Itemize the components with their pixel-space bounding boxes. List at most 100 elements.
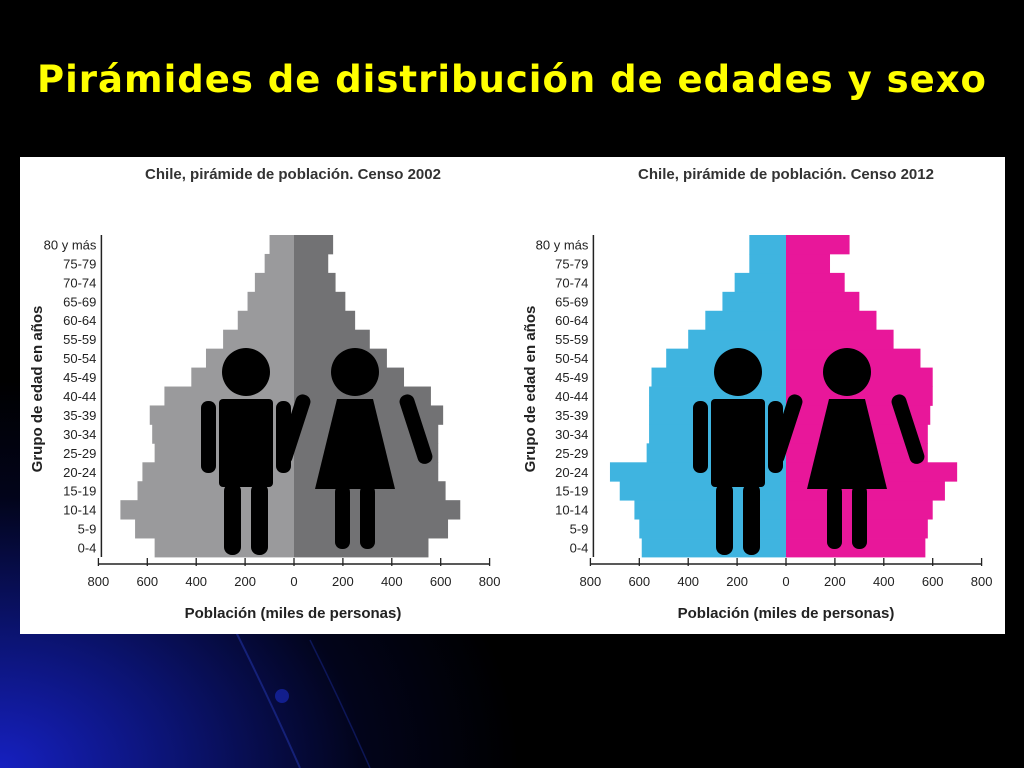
age-label-2002: 5-9 xyxy=(78,522,97,537)
x-tick-label-2002: 400 xyxy=(381,574,403,589)
x-tick-label-2002: 0 xyxy=(290,574,297,589)
age-label-2002: 70-74 xyxy=(63,275,96,290)
bar-right-2002-80 y más xyxy=(294,235,334,255)
bar-right-2012-70-74 xyxy=(786,272,845,293)
age-label-2012: 35-39 xyxy=(555,408,588,423)
x-tick-label-2002: 400 xyxy=(185,574,207,589)
pyramid-chart-2002: Chile, pirámide de población. Censo 2002… xyxy=(29,166,500,622)
bar-right-2002-10-14 xyxy=(294,500,461,520)
bar-right-2012-60-64 xyxy=(786,310,877,331)
female-figure-icon xyxy=(769,348,925,549)
female-figure-icon xyxy=(277,348,433,549)
bar-right-2012-55-59 xyxy=(786,329,894,350)
x-tick-label-2012: 400 xyxy=(873,574,895,589)
x-tick-label-2012: 800 xyxy=(971,574,993,589)
x-tick-label-2012: 0 xyxy=(782,574,789,589)
figures-2002 xyxy=(201,348,433,555)
age-label-2002: 30-34 xyxy=(63,427,96,442)
age-label-2002: 65-69 xyxy=(63,294,96,309)
bar-right-2002-65-69 xyxy=(294,291,346,312)
x-tick-label-2012: 200 xyxy=(726,574,748,589)
bar-left-2012-10-14 xyxy=(634,500,786,520)
x-axis-2012: 800 600 400 200 0 200 400 600 800 xyxy=(580,235,993,589)
age-label-2002: 55-59 xyxy=(63,332,96,347)
age-label-2002: 80 y más xyxy=(44,237,97,252)
age-label-2002: 25-29 xyxy=(63,446,96,461)
pyramid-chart-2012: Chile, pirámide de población. Censo 2012… xyxy=(522,166,992,622)
bar-left-2012-70-74 xyxy=(734,272,786,293)
bar-left-2002-5-9 xyxy=(135,519,294,539)
x-tick-label-2012: 400 xyxy=(677,574,699,589)
bar-right-2002-70-74 xyxy=(294,272,336,293)
age-label-2012: 65-69 xyxy=(555,294,588,309)
age-label-2012: 75-79 xyxy=(555,256,588,271)
figures-2012 xyxy=(693,348,925,555)
x-tick-label-2012: 800 xyxy=(580,574,602,589)
age-label-2012: 25-29 xyxy=(555,446,588,461)
bar-left-2002-55-59 xyxy=(223,329,294,350)
x-tick-label-2002: 200 xyxy=(234,574,256,589)
bar-left-2002-80 y más xyxy=(269,235,294,255)
age-label-2002: 0-4 xyxy=(78,541,97,556)
age-label-2012: 50-54 xyxy=(555,351,588,366)
age-label-2012: 45-49 xyxy=(555,370,588,385)
pyramids-panel: Chile, pirámide de población. Censo 2002… xyxy=(20,157,1005,634)
x-tick-label-2012: 600 xyxy=(922,574,944,589)
bar-left-2012-75-79 xyxy=(749,253,786,274)
slide-title: Pirámides de distribución de edades y se… xyxy=(37,58,987,101)
age-label-2012: 20-24 xyxy=(555,465,588,480)
age-label-2002: 45-49 xyxy=(63,370,96,385)
bar-left-2012-55-59 xyxy=(688,329,786,350)
bar-left-2012-80 y más xyxy=(749,235,786,255)
bar-right-2002-40-44 xyxy=(294,386,431,406)
age-label-2002: 40-44 xyxy=(63,389,96,404)
age-label-2012: 80 y más xyxy=(536,237,589,252)
x-tick-label-2002: 600 xyxy=(136,574,158,589)
bars-2012 xyxy=(609,235,958,558)
bar-left-2002-70-74 xyxy=(254,272,294,293)
bar-right-2012-65-69 xyxy=(786,291,860,312)
age-labels-2002: 0-4 5-9 10-14 15-19 20-24 25-29 30-34 35-39 40-4… xyxy=(44,237,97,555)
bar-right-2002-0-4 xyxy=(294,538,429,558)
age-label-2012: 5-9 xyxy=(570,522,589,537)
bar-left-2012-0-4 xyxy=(641,538,786,558)
x-tick-label-2012: 600 xyxy=(628,574,650,589)
x-tick-label-2002: 200 xyxy=(332,574,354,589)
bar-right-2002-60-64 xyxy=(294,310,356,331)
x-tick-label-2002: 800 xyxy=(479,574,501,589)
x-tick-label-2012: 200 xyxy=(824,574,846,589)
x-axis-2002: 800 600 400 200 0 200 400 600 800 xyxy=(88,235,501,589)
bar-left-2002-75-79 xyxy=(264,253,294,274)
age-label-2012: 60-64 xyxy=(555,313,588,328)
bar-left-2002-65-69 xyxy=(247,291,294,312)
age-label-2002: 35-39 xyxy=(63,408,96,423)
bar-left-2002-60-64 xyxy=(237,310,294,331)
x-axis-label-2012: Población (miles de personas) xyxy=(678,605,895,622)
bar-right-2002-75-79 xyxy=(294,253,329,274)
x-axis-label-2002: Población (miles de personas) xyxy=(185,605,402,622)
chart-title-2012: Chile, pirámide de población. Censo 2012 xyxy=(638,166,934,183)
age-label-2002: 20-24 xyxy=(63,465,96,480)
chart-title-2002: Chile, pirámide de población. Censo 2002 xyxy=(145,166,441,183)
age-label-2002: 10-14 xyxy=(63,503,96,518)
bar-right-2002-55-59 xyxy=(294,329,370,350)
age-label-2012: 15-19 xyxy=(555,484,588,499)
age-label-2012: 0-4 xyxy=(570,541,589,556)
age-label-2012: 40-44 xyxy=(555,389,588,404)
y-axis-label-2012: Grupo de edad en años xyxy=(522,306,539,473)
age-label-2012: 70-74 xyxy=(555,275,588,290)
x-tick-label-2002: 600 xyxy=(430,574,452,589)
bar-left-2012-60-64 xyxy=(705,310,786,331)
bar-right-2012-75-79 xyxy=(786,253,831,274)
age-label-2002: 75-79 xyxy=(63,256,96,271)
bar-left-2012-65-69 xyxy=(722,291,786,312)
age-label-2012: 55-59 xyxy=(555,332,588,347)
x-tick-label-2002: 800 xyxy=(88,574,110,589)
bar-left-2002-10-14 xyxy=(120,500,294,520)
age-label-2012: 30-34 xyxy=(555,427,588,442)
age-label-2002: 15-19 xyxy=(63,484,96,499)
bar-right-2012-80 y más xyxy=(786,235,850,255)
bar-left-2012-5-9 xyxy=(639,519,786,539)
y-axis-label-2002: Grupo de edad en años xyxy=(29,306,46,473)
age-label-2012: 10-14 xyxy=(555,503,588,518)
